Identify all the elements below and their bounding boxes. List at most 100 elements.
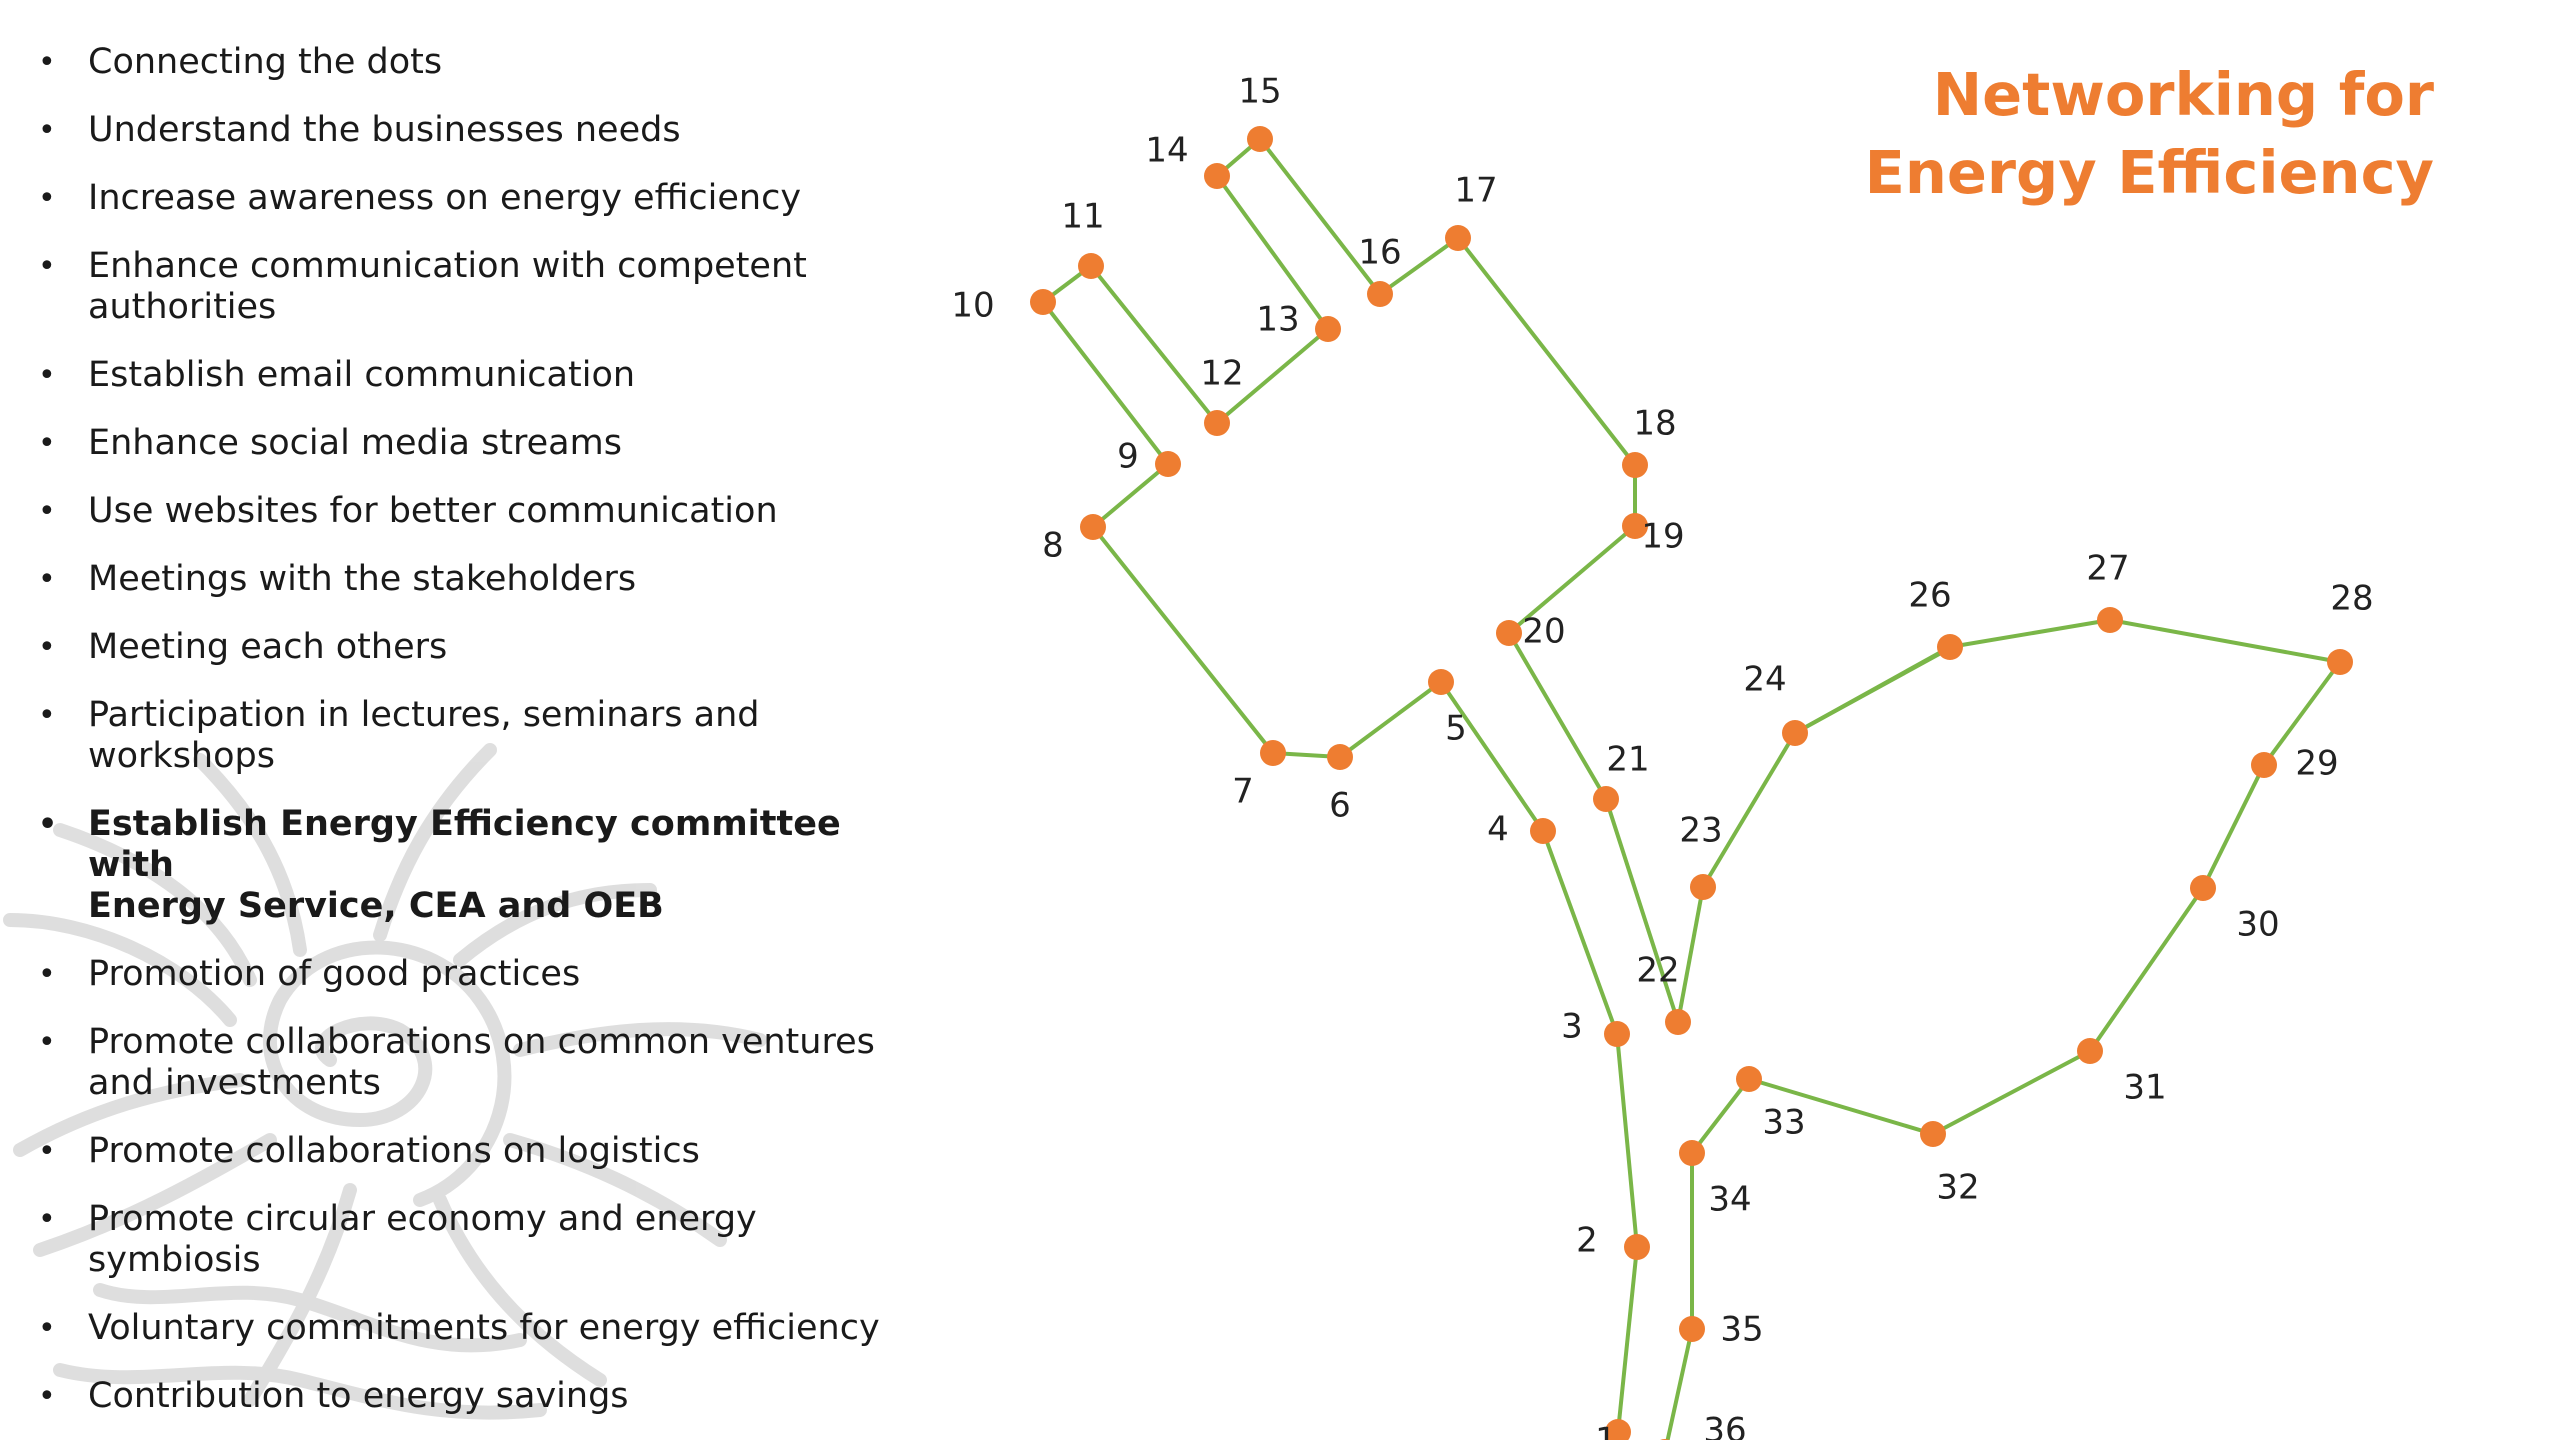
dot-label: 6 (1329, 786, 1351, 826)
dot-11 (1078, 253, 1104, 279)
page-title: Networking for Energy Efficiency (1865, 56, 2434, 212)
dot-label: 14 (1145, 131, 1188, 171)
dot-label: 29 (2295, 744, 2338, 784)
dot-label: 11 (1061, 197, 1104, 237)
dot-label: 33 (1762, 1103, 1805, 1143)
dot-label: 35 (1720, 1310, 1763, 1350)
dot-label: 3 (1561, 1007, 1583, 1047)
dot-label: 30 (2236, 905, 2279, 945)
bullet-item: Enhance communication with competentauth… (30, 246, 930, 328)
dot-label: 20 (1522, 612, 1565, 652)
dot-label: 34 (1708, 1180, 1751, 1220)
dot-label: 26 (1908, 576, 1951, 616)
connector-line (1507, 524, 1637, 635)
bullet-item: Promote collaborations on common venture… (30, 1022, 930, 1104)
connector-line (1616, 1246, 1639, 1433)
bullet-item: Contribution to energy savings (30, 1376, 930, 1417)
dot-12 (1204, 410, 1230, 436)
bullet-item: Establish Energy Efficiency committee wi… (30, 804, 930, 927)
dot-label: 19 (1641, 517, 1684, 557)
dot-8 (1080, 514, 1106, 540)
dot-1 (1605, 1419, 1631, 1440)
dot-label: 16 (1358, 233, 1401, 273)
connector-line (1091, 462, 1170, 529)
dot-26 (1937, 634, 1963, 660)
dot-28 (2327, 649, 2353, 675)
dot-label: 1 (1595, 1421, 1617, 1440)
bullet-item: Meetings with the stakeholders (30, 559, 930, 600)
bullet-item: Participation in lectures, seminars andw… (30, 695, 930, 777)
connector-line (1701, 731, 1797, 889)
connector-line (1215, 174, 1330, 331)
bullet-item: Enhance social media streams (30, 423, 930, 464)
dot-29 (2251, 752, 2277, 778)
bullet-item: Use websites for better communication (30, 491, 930, 532)
dot-label: 23 (1679, 811, 1722, 851)
connector-line (1258, 137, 1382, 296)
dot-label: 24 (1743, 660, 1786, 700)
bullet-item: Increase awareness on energy efficiency (30, 178, 930, 219)
connector-line (1665, 1328, 1694, 1440)
dot-20 (1496, 620, 1522, 646)
dot-6 (1327, 744, 1353, 770)
connector-line (2109, 618, 2341, 664)
dot-7 (1260, 740, 1286, 766)
dot-label: 22 (1636, 951, 1679, 991)
dot-21 (1593, 786, 1619, 812)
dot-label: 8 (1042, 526, 1064, 566)
dot-22 (1665, 1009, 1691, 1035)
dot-27 (2097, 607, 2123, 633)
dot-label: 9 (1117, 437, 1139, 477)
bullet-item: Promote collaborations on logistics (30, 1131, 930, 1172)
dot-label: 17 (1454, 171, 1497, 211)
bullet-item: Understand the businesses needs (30, 110, 930, 151)
connector-line (1089, 264, 1219, 425)
dot-10 (1030, 289, 1056, 315)
title-line-1: Networking for (1932, 60, 2434, 129)
dot-label: 12 (1200, 354, 1243, 394)
dot-label: 4 (1487, 810, 1509, 850)
dot-14 (1204, 163, 1230, 189)
dot-32 (1920, 1121, 1946, 1147)
dot-30 (2190, 875, 2216, 901)
dot-label: 2 (1576, 1221, 1598, 1261)
dot-34 (1679, 1140, 1705, 1166)
dot-label: 32 (1936, 1168, 1979, 1208)
connector-line (1690, 1077, 1751, 1155)
connector-line (1541, 830, 1619, 1035)
bullet-item: Promotion of good practices (30, 954, 930, 995)
connector-line (1615, 1033, 1639, 1248)
bullet-item: Promote circular economy and energy symb… (30, 1199, 930, 1281)
dot-label: 7 (1232, 772, 1254, 812)
connector-line (1932, 1049, 2091, 1136)
dot-label: 18 (1633, 404, 1676, 444)
bullet-item: Connecting the dots (30, 42, 930, 83)
dot-label: 31 (2123, 1068, 2166, 1108)
bullet-item: Voluntary commitments for energy efficie… (30, 1308, 930, 1349)
dot-16 (1367, 281, 1393, 307)
bullet-list: Connecting the dots Understand the busine… (30, 42, 930, 1440)
dot-23 (1690, 874, 1716, 900)
dot-label: 15 (1238, 72, 1281, 112)
dot-9 (1155, 451, 1181, 477)
connector-line (1338, 680, 1443, 759)
dot-label: 10 (951, 286, 994, 326)
dot-17 (1445, 225, 1471, 251)
connector-line (2088, 886, 2205, 1053)
connector-line (1091, 525, 1275, 755)
bullet-item: Establish email communication (30, 355, 930, 396)
dot-label: 21 (1606, 740, 1649, 780)
connector-line (2262, 660, 2342, 767)
dot-2 (1624, 1234, 1650, 1260)
dot-label: 5 (1445, 709, 1467, 749)
connector-line (1676, 886, 1705, 1023)
dot-31 (2077, 1038, 2103, 1064)
dot-label: 28 (2330, 579, 2373, 619)
connector-line (1949, 618, 2111, 649)
dot-15 (1247, 126, 1273, 152)
dot-3 (1604, 1021, 1630, 1047)
connector-line (1378, 236, 1460, 296)
dot-24 (1782, 720, 1808, 746)
